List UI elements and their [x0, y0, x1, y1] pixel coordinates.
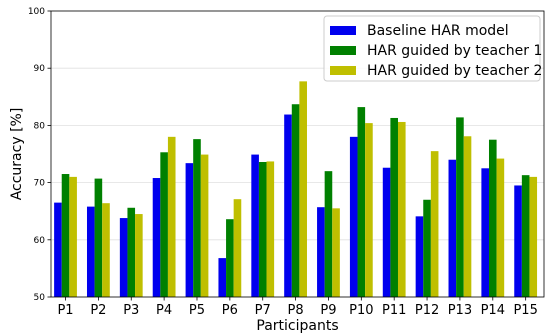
- bar-P4-series-1: [160, 152, 168, 297]
- x-tick-label-P7: P7: [255, 303, 271, 318]
- legend: Baseline HAR model HAR guided by teacher…: [323, 15, 542, 82]
- bar-P3-series-1: [127, 207, 136, 297]
- bar-P5-series-2: [200, 154, 209, 297]
- bar-P9-series-0: [317, 207, 325, 297]
- bar-P11-series-2: [397, 121, 406, 297]
- y-tick-label-50: 50: [34, 293, 46, 303]
- y-tick-label-70: 70: [34, 179, 46, 189]
- x-tick-label-P6: P6: [222, 303, 238, 318]
- bar-P13-series-2: [463, 136, 472, 297]
- x-tick-label-P15: P15: [513, 303, 537, 318]
- legend-swatch-teacher-2: [330, 66, 356, 75]
- bar-P14-series-2: [496, 158, 505, 297]
- bar-P15-series-0: [514, 185, 522, 297]
- bar-P11-series-0: [382, 167, 391, 297]
- bar-P1-series-2: [69, 176, 77, 297]
- bar-P12-series-2: [430, 151, 439, 297]
- bar-P9-series-2: [332, 208, 340, 297]
- x-tick-label-P3: P3: [123, 303, 139, 318]
- x-tick-label-P4: P4: [156, 303, 172, 318]
- x-tick-label-P11: P11: [382, 303, 406, 318]
- bar-P14-series-0: [481, 168, 489, 297]
- bar-P3-series-0: [119, 218, 128, 297]
- bar-P9-series-1: [324, 171, 333, 297]
- bar-P13-series-1: [456, 117, 464, 297]
- bar-P12-series-1: [423, 199, 431, 297]
- bar-P3-series-2: [135, 214, 143, 297]
- bar-P5-series-0: [185, 163, 194, 297]
- legend-label-teacher-2: HAR guided by teacher 2: [367, 63, 542, 79]
- bar-P7-series-2: [266, 161, 275, 297]
- x-tick-label-P13: P13: [448, 303, 472, 318]
- bar-P13-series-0: [448, 159, 457, 297]
- x-tick-label-P8: P8: [288, 303, 304, 318]
- bar-P6-series-2: [233, 199, 242, 297]
- bar-P7-series-1: [258, 162, 267, 297]
- x-tick-label-P1: P1: [57, 303, 73, 318]
- x-tick-label-P10: P10: [349, 303, 373, 318]
- x-tick-label-P5: P5: [189, 303, 205, 318]
- x-axis-label: Participants: [256, 318, 338, 333]
- bar-P8-series-0: [284, 114, 292, 297]
- bar-P5-series-1: [193, 139, 201, 297]
- x-axis-ticks: P1 P2 P3 P4 P5 P6 P7 P8 P9 P10 P11 P12 P13 P14 P15: [57, 297, 538, 318]
- y-axis-label: Accuracy [%]: [9, 108, 25, 201]
- bar-P6-series-0: [218, 258, 227, 297]
- plot-area-frame: [50, 10, 545, 298]
- bar-P10-series-0: [349, 136, 358, 297]
- y-tick-label-90: 90: [34, 64, 46, 74]
- bar-P1-series-1: [61, 174, 70, 297]
- bar-P8-series-2: [299, 81, 307, 297]
- bar-P8-series-1: [291, 104, 300, 298]
- bars: [54, 81, 538, 298]
- x-tick-label-P9: P9: [320, 303, 336, 318]
- bar-P10-series-1: [357, 107, 366, 297]
- bar-P10-series-2: [365, 123, 373, 297]
- x-tick-label-P14: P14: [481, 303, 505, 318]
- legend-box: [323, 15, 541, 82]
- bar-P2-series-0: [86, 206, 95, 297]
- bar-P7-series-0: [251, 154, 259, 297]
- bar-P15-series-1: [521, 175, 530, 297]
- bar-P14-series-1: [488, 139, 497, 297]
- bar-P4-series-2: [167, 136, 176, 297]
- y-tick-label-100: 100: [28, 7, 45, 17]
- bar-P15-series-2: [529, 176, 538, 297]
- y-tick-label-80: 80: [34, 121, 46, 131]
- bar-P2-series-1: [94, 178, 103, 297]
- bar-P2-series-2: [102, 203, 110, 297]
- y-tick-label-60: 60: [34, 236, 46, 246]
- legend-label-teacher-1: HAR guided by teacher 1: [367, 43, 542, 59]
- legend-swatch-baseline: [330, 26, 356, 35]
- y-axis-ticks: 50 60 70 80 90 100: [28, 7, 51, 303]
- x-tick-label-P12: P12: [415, 303, 439, 318]
- x-tick-label-P2: P2: [90, 303, 106, 318]
- legend-swatch-teacher-1: [330, 46, 356, 55]
- bar-P11-series-1: [390, 117, 398, 298]
- bar-P1-series-0: [54, 202, 62, 297]
- legend-label-baseline: Baseline HAR model: [367, 23, 509, 39]
- bar-P12-series-0: [415, 216, 424, 297]
- bar-P4-series-0: [152, 178, 161, 297]
- bar-P6-series-1: [226, 219, 234, 297]
